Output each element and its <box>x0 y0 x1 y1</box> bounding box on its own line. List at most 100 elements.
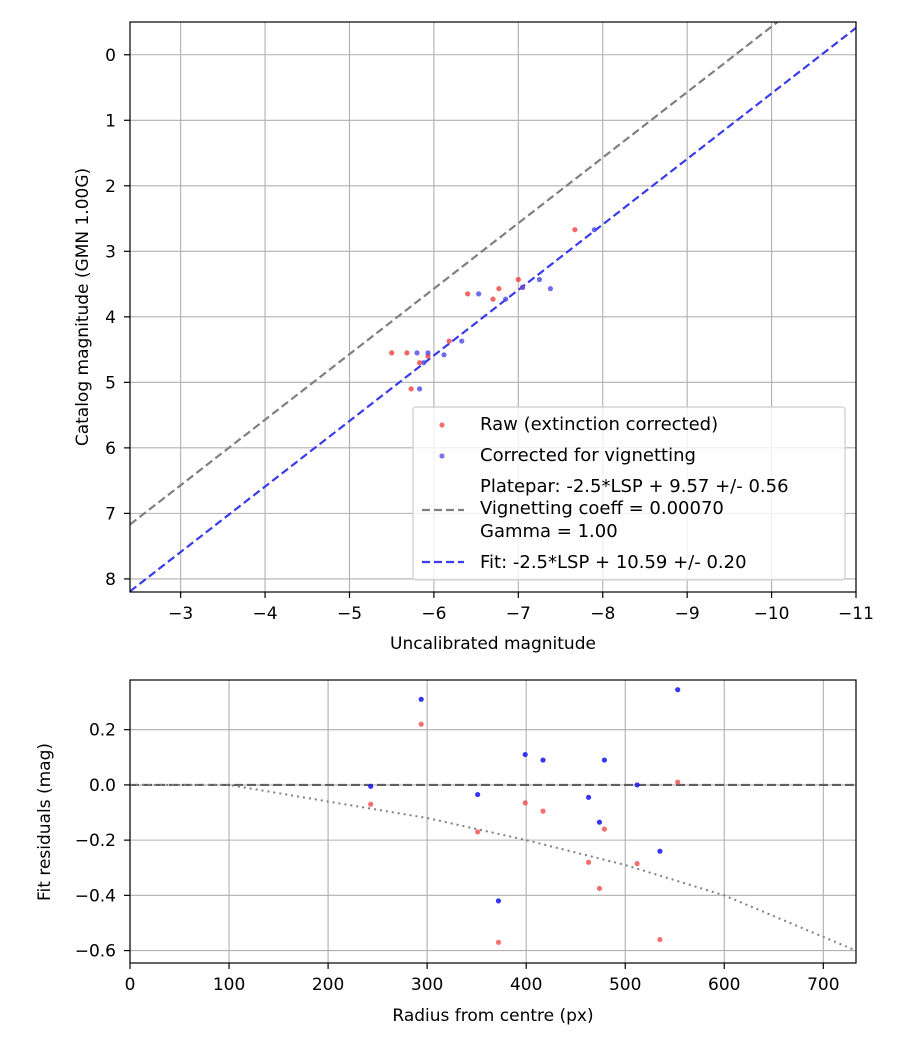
vignetting-residual-point <box>634 782 640 788</box>
top-y-tick-label: 1 <box>105 111 116 131</box>
top-x-tick-label: −5 <box>337 604 362 624</box>
vignetting-residual-point <box>585 794 592 800</box>
vignetting-point <box>591 227 597 233</box>
legend-label-fit: Fit: -2.5*LSP + 10.59 +/- 0.20 <box>480 552 747 573</box>
vignetting-residual-point <box>495 898 502 904</box>
top-x-tick-label: −8 <box>590 604 615 624</box>
legend: Raw (extinction corrected) Corrected for… <box>412 406 846 581</box>
top-y-tick-label: 7 <box>105 504 116 524</box>
vignetting-residual-point <box>522 751 528 758</box>
raw-residual-point <box>657 936 663 943</box>
top-ticks: −3 −4 −5 −6 −7 −8 −9 −10 −11 0 1 2 3 4 5 6 7 8 <box>105 46 874 624</box>
bottom-grid <box>129 680 856 963</box>
top-points <box>389 227 597 392</box>
top-y-tick-label: 6 <box>105 439 116 459</box>
vignetting-residual-point <box>368 783 374 789</box>
raw-point <box>496 286 502 292</box>
bottom-x-tick-label: 300 <box>411 975 443 995</box>
bottom-y-tick-label: −0.2 <box>75 831 116 851</box>
top-y-tick-label: 4 <box>105 308 116 328</box>
top-x-tick-label: −4 <box>253 604 278 624</box>
vignetting-point <box>416 386 423 392</box>
bottom-y-tick-label: 0.2 <box>89 721 116 741</box>
fit-line <box>130 27 856 592</box>
raw-residual-point <box>601 826 608 832</box>
vignetting-point <box>503 296 509 302</box>
raw-point <box>572 227 578 233</box>
vignetting-point <box>414 350 420 356</box>
bottom-x-tick-label: 200 <box>312 975 344 995</box>
bottom-x-tick-label: 600 <box>708 975 740 995</box>
raw-point <box>404 350 410 356</box>
bottom-plot-frame <box>129 679 857 964</box>
vignetting-point <box>519 284 526 290</box>
bottom-y-tick-label: 0.0 <box>89 776 116 796</box>
top-plot-frame <box>129 21 857 593</box>
vignetting-residual-point <box>475 791 481 798</box>
raw-point <box>408 386 414 392</box>
top-y-tick-label: 3 <box>105 242 116 262</box>
top-y-tick-label: 8 <box>105 570 116 590</box>
raw-residual-point <box>475 829 481 835</box>
raw-residual-point <box>418 721 424 727</box>
bottom-y-tick-label: −0.6 <box>75 942 116 962</box>
raw-point <box>389 350 395 356</box>
calibration-plot: −3 −4 −5 −6 −7 −8 −9 −10 −11 0 1 2 3 4 5 6 7 8 Uncalibrat… <box>73 21 874 654</box>
raw-point <box>416 360 423 366</box>
bottom-points <box>368 687 681 945</box>
vignetting-residual-point <box>675 687 681 693</box>
legend-marker-raw <box>439 422 445 428</box>
legend-label-platepar-2: Vignetting coeff = 0.00070 <box>480 498 724 519</box>
vignetting-point <box>421 360 427 366</box>
raw-point <box>446 338 452 344</box>
bottom-ticks: 0 100 200 300 400 500 600 700 0.2 0.0 −0.2 −0.4 −0.6 <box>75 721 840 995</box>
top-x-tick-label: −6 <box>421 604 446 624</box>
top-y-tick-label: 2 <box>105 177 116 197</box>
legend-label-platepar-3: Gamma = 1.00 <box>480 521 618 542</box>
top-x-axis-title: Uncalibrated magnitude <box>390 634 596 654</box>
vignetting-point <box>547 286 554 292</box>
vignetting-residual-point <box>657 848 663 854</box>
vignetting-residual-point <box>418 696 424 702</box>
raw-residual-point <box>540 808 546 814</box>
top-x-tick-label: −9 <box>675 604 700 624</box>
vignetting-point <box>536 276 543 283</box>
legend-label-platepar-1: Platepar: -2.5*LSP + 9.57 +/- 0.56 <box>480 476 789 497</box>
vignetting-curve <box>130 783 856 952</box>
bottom-x-tick-label: 700 <box>807 975 839 995</box>
vignetting-point <box>441 352 447 358</box>
vignetting-point <box>459 338 465 344</box>
platepar-line <box>130 22 780 526</box>
raw-residual-point <box>368 801 374 807</box>
top-x-tick-label: −3 <box>168 604 193 624</box>
raw-residual-point <box>522 800 528 806</box>
legend-label-raw: Raw (extinction corrected) <box>480 414 718 435</box>
legend-marker-vig <box>439 453 445 459</box>
raw-point <box>515 276 521 283</box>
top-y-axis-title: Catalog magnitude (GMN 1.00G) <box>73 168 93 446</box>
top-y-tick-label: 5 <box>105 373 116 393</box>
raw-residual-point <box>495 939 502 945</box>
raw-residual-point <box>596 885 603 892</box>
bottom-x-tick-label: 0 <box>125 975 136 995</box>
bottom-x-tick-label: 500 <box>609 975 641 995</box>
raw-residual-point <box>675 779 681 785</box>
raw-residual-point <box>634 861 640 867</box>
vignetting-residual-point <box>601 757 608 763</box>
vignetting-residual-point <box>596 819 603 825</box>
vignetting-point <box>425 350 431 356</box>
vignetting-residual-point <box>540 757 546 763</box>
bottom-x-axis-title: Radius from centre (px) <box>392 1006 593 1026</box>
bottom-y-tick-label: −0.4 <box>75 886 116 906</box>
bottom-x-tick-label: 400 <box>510 975 542 995</box>
bottom-y-axis-title: Fit residuals (mag) <box>35 743 55 901</box>
legend-label-vig: Corrected for vignetting <box>480 445 696 466</box>
raw-point <box>465 291 471 297</box>
top-x-tick-label: −11 <box>838 604 874 624</box>
top-x-tick-label: −10 <box>754 604 790 624</box>
bottom-lines <box>130 783 856 952</box>
raw-residual-point <box>585 859 592 865</box>
vignetting-point <box>476 291 482 297</box>
residuals-plot: 0 100 200 300 400 500 600 700 0.2 0.0 −0.2 −0.4 −0.6… <box>35 679 857 1026</box>
raw-point <box>490 296 496 302</box>
